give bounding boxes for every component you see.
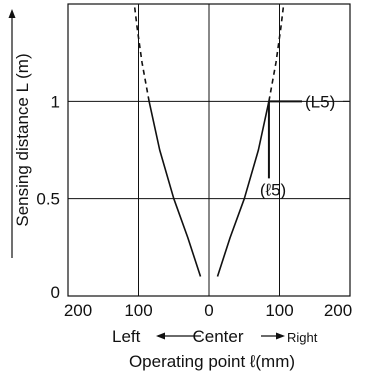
grid-lines xyxy=(68,4,350,296)
annotation-L5: (L5) xyxy=(305,92,335,111)
y-tick-label: 0.5 xyxy=(36,190,60,209)
x-tick-label: 100 xyxy=(265,301,293,320)
direction-left-label: Left xyxy=(112,327,141,346)
x-tick-label: 200 xyxy=(64,301,92,320)
y-axis-arrow-head xyxy=(9,9,16,18)
annotation-leaders xyxy=(269,101,349,178)
y-tick-label: 0 xyxy=(51,283,60,302)
detection-curve-left-solid xyxy=(149,101,200,276)
y-tick-label: 1 xyxy=(51,92,60,111)
x-tick-label: 100 xyxy=(124,301,152,320)
left-arrow-head xyxy=(156,333,165,340)
y-axis-title: Sensing distance L (m) xyxy=(13,53,32,226)
x-tick-label: 200 xyxy=(324,301,352,320)
direction-right-label: Right xyxy=(287,330,318,345)
detection-curve-right-dashed xyxy=(269,4,284,101)
x-tick-label: 0 xyxy=(204,301,213,320)
right-arrow-head xyxy=(276,333,285,340)
annotation-l5: (ℓ5) xyxy=(260,180,286,199)
x-axis-title: Operating point ℓ(mm) xyxy=(129,352,295,371)
detection-curve-left-dashed xyxy=(134,4,149,101)
direction-center-label: Center xyxy=(192,327,243,346)
